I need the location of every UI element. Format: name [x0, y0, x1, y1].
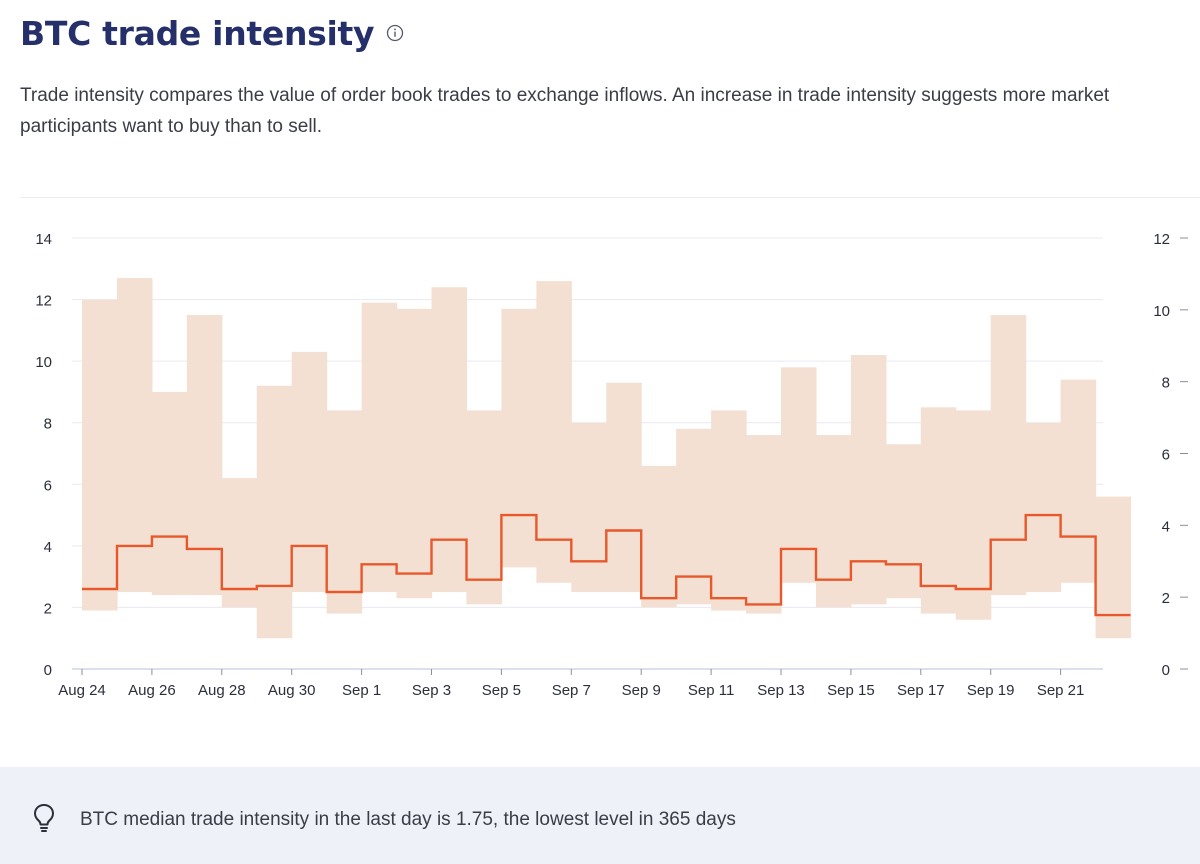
- range-band: [82, 278, 1132, 639]
- band-segment: [781, 367, 817, 583]
- lightbulb-icon: [34, 804, 54, 832]
- x-tick-label: Sep 19: [967, 682, 1015, 699]
- x-tick-label: Sep 15: [827, 682, 875, 699]
- band-segment: [815, 435, 852, 608]
- band-segment: [536, 281, 572, 583]
- band-segment: [396, 308, 433, 599]
- axes: 0 2 4 6 8 10 12 14 0 2 4 6 8 10 12 Aug 24 Aug 26 Aug 28 Au…: [35, 231, 1188, 699]
- band-segment: [850, 354, 887, 605]
- band-segment: [361, 302, 398, 593]
- band-segment: [606, 382, 642, 593]
- band-segment: [501, 308, 537, 568]
- left-tick-label: 10: [35, 354, 52, 371]
- x-tick-label: Aug 28: [198, 682, 246, 699]
- x-tick-label: Aug 26: [128, 682, 176, 699]
- title-row: BTC trade intensity: [20, 8, 1200, 58]
- band-segment: [466, 410, 502, 605]
- band-segment: [326, 410, 363, 614]
- band-segment: [116, 278, 153, 593]
- right-tick-label: 10: [1153, 303, 1170, 320]
- median-step-line: [82, 513, 1131, 617]
- x-tick-label: Sep 5: [482, 682, 521, 699]
- x-tick-label: Sep 9: [622, 682, 661, 699]
- band-segment: [221, 478, 258, 608]
- left-tick-label: 2: [44, 600, 52, 617]
- band-segment: [885, 444, 922, 599]
- right-tick-label: 12: [1153, 231, 1170, 248]
- band-segment: [711, 410, 747, 611]
- band-segment: [920, 407, 957, 614]
- band-segment: [955, 410, 992, 620]
- left-tick-label: 8: [44, 416, 52, 433]
- x-tick-label: Sep 21: [1037, 682, 1085, 699]
- x-tick-label: Sep 7: [552, 682, 591, 699]
- left-tick-label: 4: [44, 539, 52, 556]
- band-segment: [186, 314, 223, 596]
- page-title: BTC trade intensity: [20, 13, 375, 53]
- trade-intensity-chart: 0 2 4 6 8 10 12 14 0 2 4 6 8 10 12 Aug 24 Aug 26 Aug 28 Au…: [35, 231, 1188, 699]
- band-segment: [291, 351, 328, 593]
- x-tick-label: Sep 13: [757, 682, 805, 699]
- header: BTC trade intensity Trade intensity comp…: [20, 8, 1200, 142]
- band-segment: [82, 299, 118, 611]
- x-tick-label: Aug 24: [58, 682, 106, 699]
- band-segment: [1095, 496, 1132, 639]
- band-segment: [641, 465, 677, 608]
- insight-text: BTC median trade intensity in the last d…: [80, 809, 736, 830]
- right-tick-label: 2: [1162, 590, 1170, 607]
- band-segment: [990, 314, 1027, 596]
- right-tick-label: 4: [1162, 518, 1170, 535]
- band-segment: [1060, 379, 1097, 583]
- x-tick-label: Sep 3: [412, 682, 451, 699]
- right-tick-label: 8: [1162, 375, 1170, 392]
- right-tick-label: 6: [1162, 447, 1170, 464]
- band-segment: [746, 435, 782, 614]
- x-tick-label: Sep 1: [342, 682, 381, 699]
- band-segment: [1025, 422, 1062, 593]
- band-segment: [256, 385, 293, 639]
- divider: [20, 197, 1200, 198]
- left-tick-label: 12: [35, 293, 52, 310]
- info-circle-icon[interactable]: [386, 24, 404, 42]
- x-tick-label: Sep 11: [688, 682, 734, 699]
- insight-panel: BTC median trade intensity in the last d…: [0, 767, 1200, 864]
- band-segment: [151, 391, 188, 596]
- left-tick-label: 14: [35, 231, 52, 248]
- x-tick-label: Aug 30: [268, 682, 316, 699]
- band-segment: [676, 428, 712, 605]
- band-segment: [431, 287, 468, 593]
- right-tick-label: 0: [1162, 662, 1170, 679]
- left-tick-label: 6: [44, 477, 52, 494]
- description: Trade intensity compares the value of or…: [20, 85, 1110, 137]
- band-segment: [571, 422, 607, 593]
- left-tick-label: 0: [44, 662, 52, 679]
- x-tick-label: Sep 17: [897, 682, 945, 699]
- median-line: [82, 513, 1131, 617]
